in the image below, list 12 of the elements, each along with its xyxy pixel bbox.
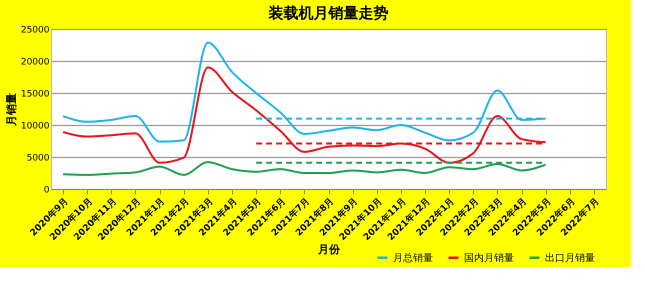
y-tick-label: 20000 [20,58,50,68]
legend-label: 国内月销量 [464,252,514,264]
y-tick-label: 10000 [20,122,50,132]
y-tick-label: 0 [44,186,50,196]
y-tick-label: 25000 [20,26,50,36]
legend-label: 出口月销量 [545,252,595,264]
y-axis-title: 月销量 [4,93,18,127]
chart-title: 装载机月销量走势 [268,4,388,22]
legend-label: 月总销量 [393,252,433,264]
y-tick-label: 5000 [26,154,50,164]
y-tick-label: 15000 [20,90,50,100]
x-axis-title: 月份 [317,243,341,256]
